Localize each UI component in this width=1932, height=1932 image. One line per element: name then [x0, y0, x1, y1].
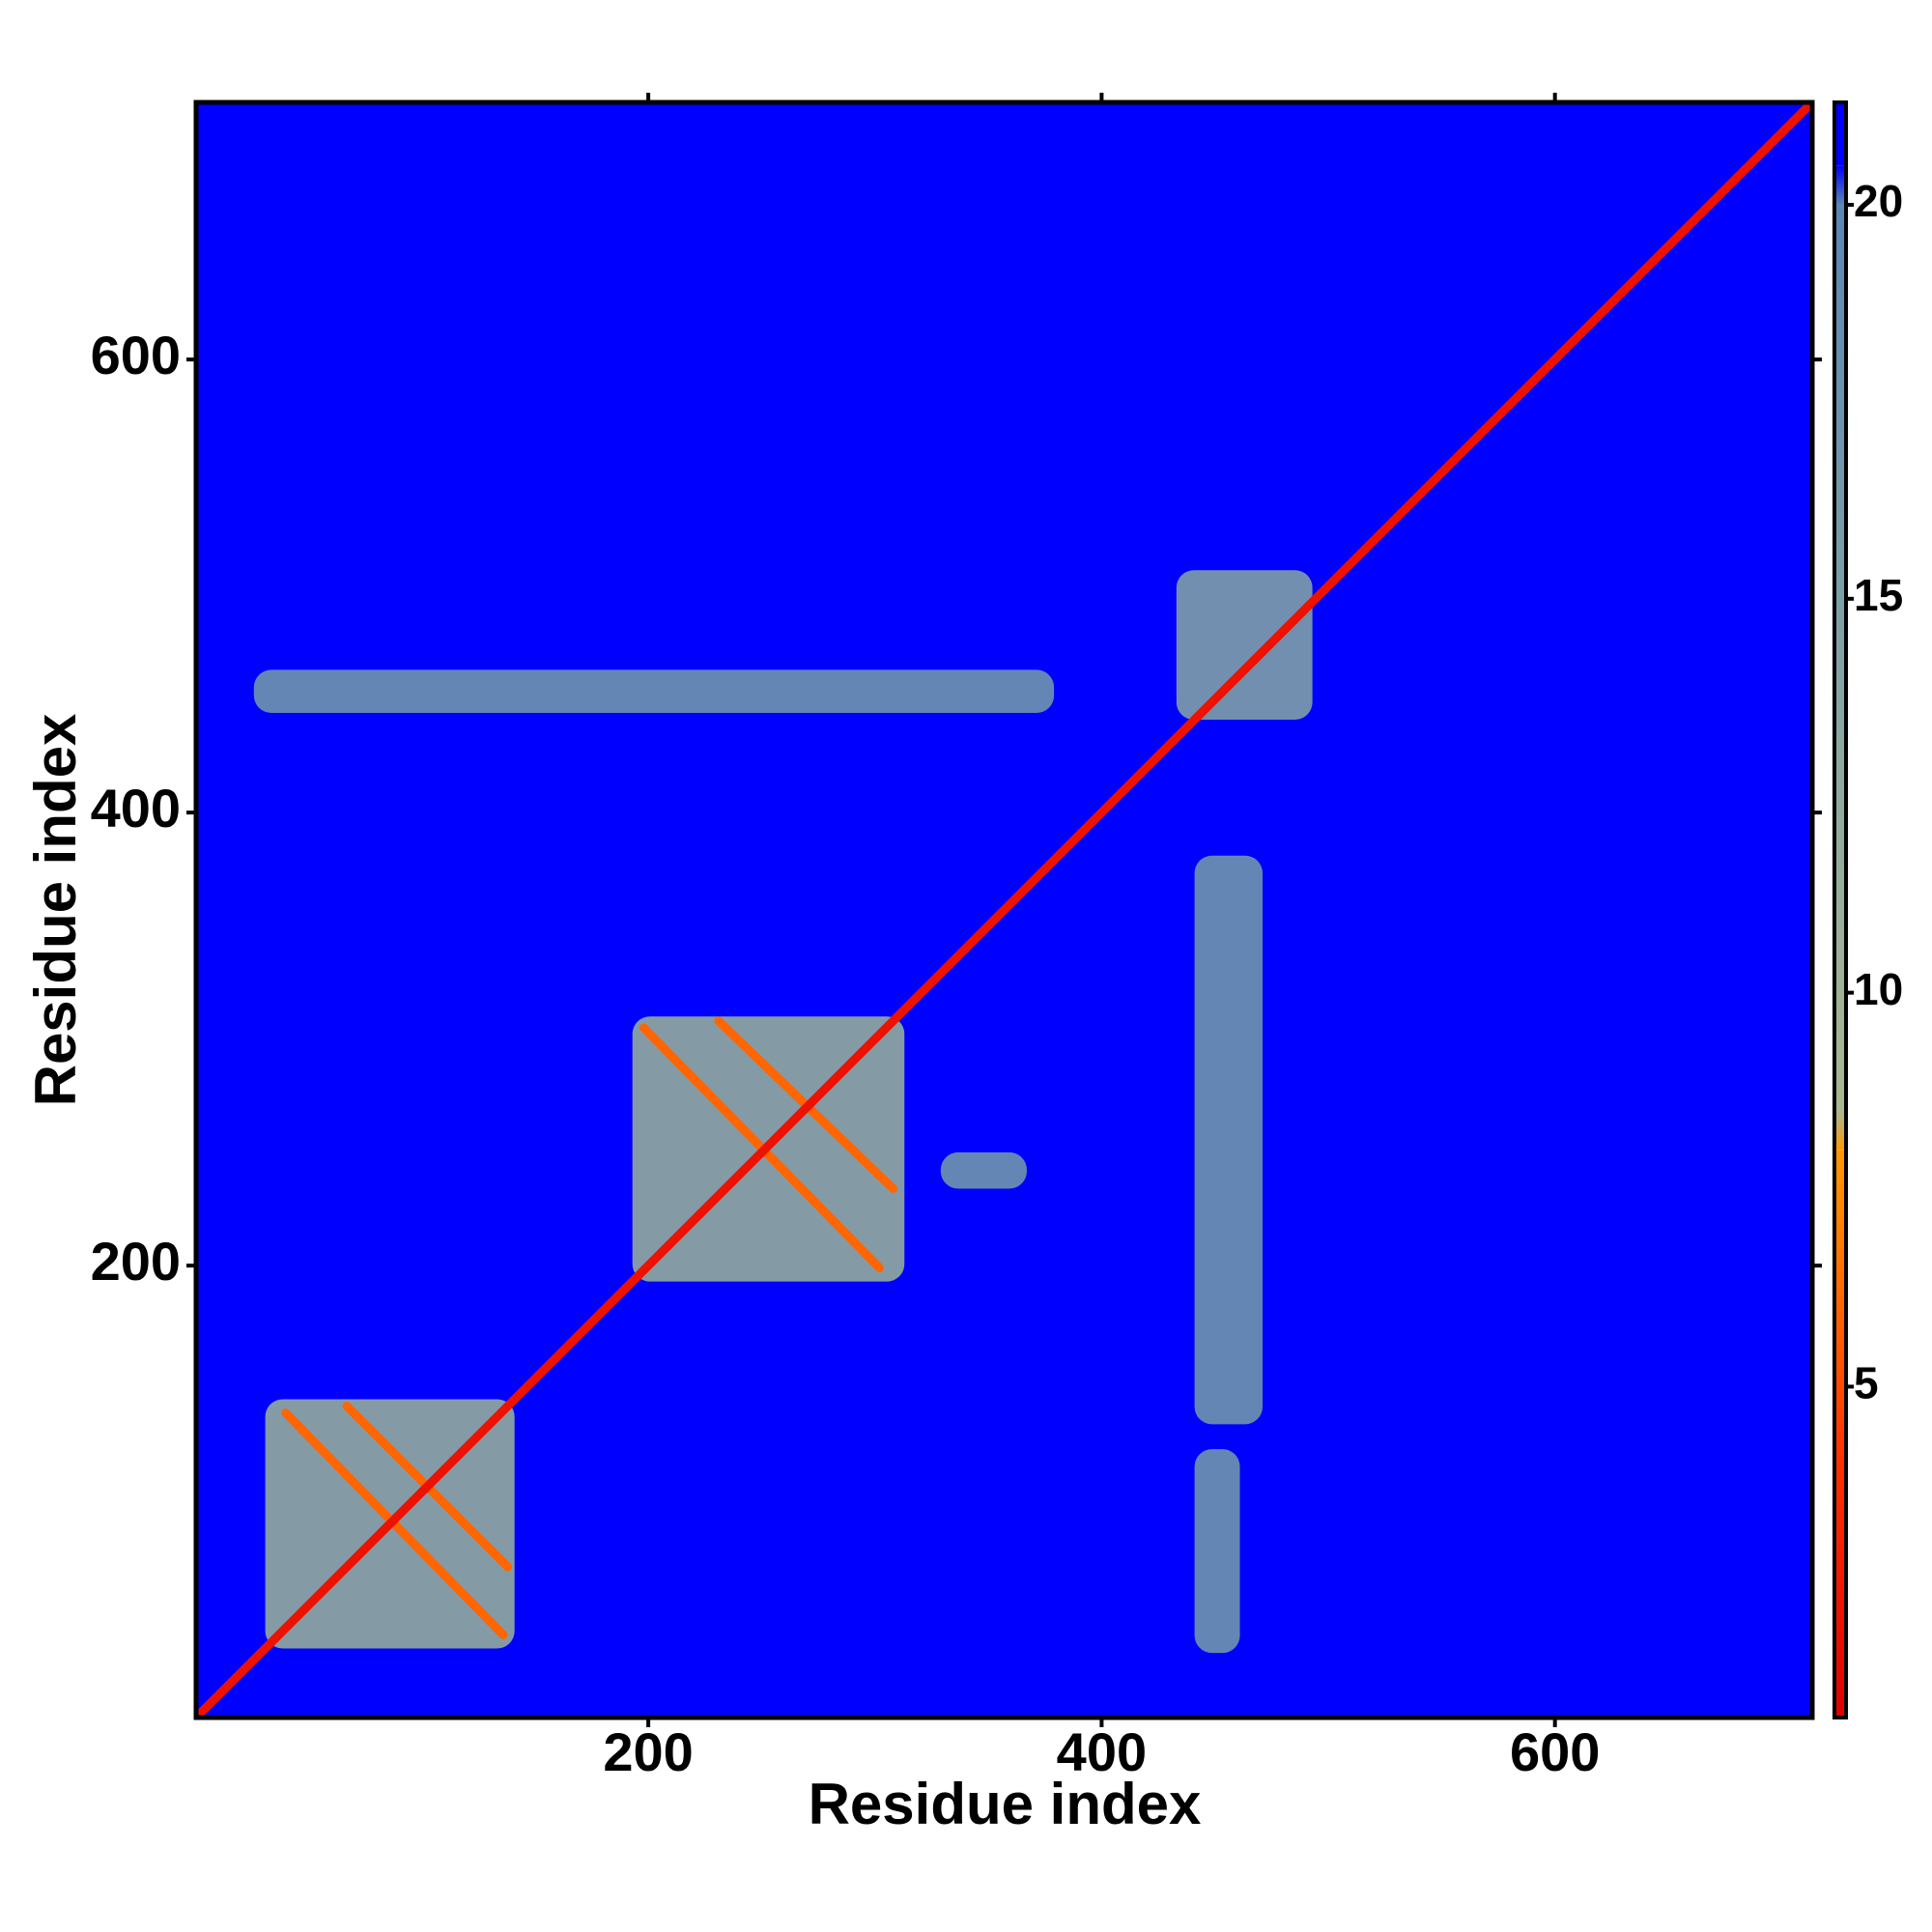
plot-frame	[193, 99, 1815, 1720]
colorbar-tick-label: 20	[1854, 176, 1903, 226]
x-tick-label: 200	[603, 1721, 693, 1782]
colorbar-segment	[1834, 165, 1846, 206]
region	[1194, 1449, 1240, 1654]
region	[1176, 570, 1313, 721]
colorbar-segment	[1834, 1150, 1846, 1466]
colorbar-tick-label: 5	[1854, 1358, 1879, 1408]
colorbar-frame	[1833, 100, 1848, 1719]
y-axis-title: Residue index	[23, 714, 88, 1107]
y-tick-label: 400	[91, 778, 181, 838]
colorbar-segment	[1834, 1110, 1846, 1151]
band	[196, 102, 1812, 1718]
region	[940, 1151, 1027, 1189]
x-tick-label: 400	[1057, 1721, 1147, 1782]
x-axis-title: Residue index	[809, 1772, 1202, 1836]
colorbar-segment	[1834, 205, 1846, 756]
colorbar-tick-label: 10	[1854, 964, 1903, 1014]
colorbar-segment	[1834, 755, 1846, 1111]
colorbar-segment	[1834, 102, 1846, 166]
colorbar-segment	[1834, 1465, 1846, 1718]
y-tick-label: 200	[91, 1231, 181, 1292]
plot-area	[196, 102, 1812, 1718]
region	[1194, 855, 1263, 1425]
y-tick-label: 600	[91, 325, 181, 385]
region	[253, 669, 1055, 713]
colorbar-tick-label: 15	[1854, 570, 1903, 620]
x-tick-label: 600	[1510, 1721, 1600, 1782]
